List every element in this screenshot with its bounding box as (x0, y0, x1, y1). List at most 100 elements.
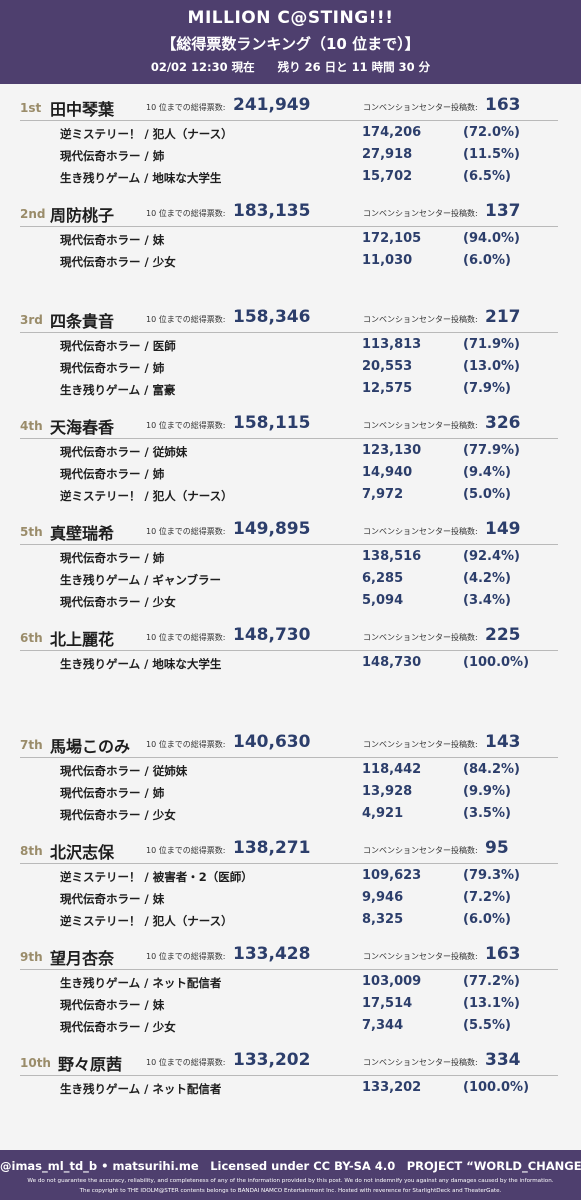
role-votes: 12,575 (362, 381, 413, 396)
role-row: 現代伝奇ホラー / 姉 138,516 (92.4%) (0, 546, 581, 568)
total-votes-label: 10 位までの総得票数: (146, 952, 226, 961)
idol-name: 望月杏奈 (50, 949, 115, 968)
convention-value: 163 (485, 944, 521, 964)
role-name: 現代伝奇ホラー / 姉 (60, 467, 165, 481)
convention-label: コンベンションセンター投稿数: (363, 952, 478, 961)
total-votes-value: 138,271 (233, 838, 311, 858)
entry-header: 5th 真壁瑞希 10 位までの総得票数: 149,895 コンベンションセンター投稿数… (0, 519, 581, 544)
role-percent: (6.0%) (463, 253, 511, 268)
page-subtitle: 【総得票数ランキング（10 位まで）】 (161, 35, 420, 53)
convention-label: コンベンションセンター投稿数: (363, 633, 478, 642)
entry-header: 2nd 周防桃子 10 位までの総得票数: 183,135 コンベンションセンター投稿数… (0, 201, 581, 226)
role-percent: (3.4%) (463, 593, 511, 608)
role-name: 生き残りゲーム / ネット配信者 (60, 976, 222, 990)
role-percent: (6.0%) (463, 912, 511, 927)
role-votes: 15,702 (362, 169, 413, 184)
role-name: 現代伝奇ホラー / 医師 (60, 339, 176, 353)
total-votes-value: 133,428 (233, 944, 311, 964)
convention-label: コンベンションセンター投稿数: (363, 103, 478, 112)
total-votes-value: 183,135 (233, 201, 311, 221)
convention-value: 163 (485, 95, 521, 115)
divider (20, 969, 558, 970)
rank-label: 8th (20, 844, 43, 858)
idol-name: 天海春香 (50, 418, 115, 437)
role-votes: 172,105 (362, 231, 422, 246)
role-percent: (79.3%) (463, 868, 520, 883)
entry-header: 9th 望月杏奈 10 位までの総得票数: 133,428 コンベンションセンター投稿数… (0, 944, 581, 969)
role-percent: (13.1%) (463, 996, 520, 1011)
role-row: 生き残りゲーム / ギャンブラー 6,285 (4.2%) (0, 568, 581, 590)
role-votes: 7,344 (362, 1018, 404, 1033)
role-row: 現代伝奇ホラー / 姉 14,940 (9.4%) (0, 462, 581, 484)
total-votes-value: 148,730 (233, 625, 311, 645)
total-votes-label: 10 位までの総得票数: (146, 1058, 226, 1067)
idol-name: 北上麗花 (50, 630, 115, 649)
role-row: 現代伝奇ホラー / 従姉妹 118,442 (84.2%) (0, 759, 581, 781)
entry-header: 4th 天海春香 10 位までの総得票数: 158,115 コンベンションセンター投稿数… (0, 413, 581, 438)
divider (20, 1075, 558, 1076)
rank-label: 10th (20, 1056, 51, 1070)
footer-banner: @imas_ml_td_b • matsurihi.me Licensed un… (0, 1150, 581, 1200)
role-row: 現代伝奇ホラー / 妹 9,946 (7.2%) (0, 887, 581, 909)
role-row: 生き残りゲーム / 富豪 12,575 (7.9%) (0, 378, 581, 400)
role-percent: (100.0%) (463, 1080, 530, 1095)
convention-value: 143 (485, 732, 521, 752)
divider (20, 757, 558, 758)
entry-header: 10th 野々原茜 10 位までの総得票数: 133,202 コンベンションセンター投稿… (0, 1050, 581, 1075)
rank-label: 1st (20, 101, 42, 115)
convention-value: 137 (485, 201, 521, 221)
role-percent: (92.4%) (463, 549, 520, 564)
role-votes: 118,442 (362, 762, 422, 777)
role-row: 逆ミステリー！ / 犯人（ナース） 7,972 (5.0%) (0, 484, 581, 506)
role-name: 生き残りゲーム / 地味な大学生 (60, 657, 222, 671)
convention-value: 326 (485, 413, 521, 433)
page-title: MILLION C@STING!!! (187, 8, 394, 28)
total-votes-value: 133,202 (233, 1050, 311, 1070)
total-votes-value: 241,949 (233, 95, 311, 115)
role-percent: (9.9%) (463, 784, 511, 799)
role-row: 現代伝奇ホラー / 姉 20,553 (13.0%) (0, 356, 581, 378)
role-votes: 9,946 (362, 890, 404, 905)
role-percent: (13.0%) (463, 359, 520, 374)
role-name: 現代伝奇ホラー / 妹 (60, 233, 165, 247)
role-votes: 174,206 (362, 125, 422, 140)
divider (20, 650, 558, 651)
idol-name: 野々原茜 (58, 1055, 123, 1074)
role-percent: (77.2%) (463, 974, 520, 989)
role-percent: (100.0%) (463, 655, 530, 670)
role-name: 現代伝奇ホラー / 姉 (60, 786, 165, 800)
rank-label: 3rd (20, 313, 43, 327)
idol-name: 周防桃子 (50, 206, 115, 225)
footer-copyright: The copyright to THE IDOLM@STER contents… (79, 1188, 502, 1194)
role-row: 現代伝奇ホラー / 姉 27,918 (11.5%) (0, 144, 581, 166)
role-name: 現代伝奇ホラー / 姉 (60, 361, 165, 375)
total-votes-label: 10 位までの総得票数: (146, 209, 226, 218)
role-name: 現代伝奇ホラー / 妹 (60, 892, 165, 906)
entry-header: 8th 北沢志保 10 位までの総得票数: 138,271 コンベンションセンター投稿数… (0, 838, 581, 863)
role-row: 現代伝奇ホラー / 妹 17,514 (13.1%) (0, 993, 581, 1015)
role-votes: 113,813 (362, 337, 422, 352)
role-row: 逆ミステリー！ / 被害者・2（医師） 109,623 (79.3%) (0, 865, 581, 887)
convention-value: 225 (485, 625, 521, 645)
role-votes: 17,514 (362, 996, 413, 1011)
role-votes: 11,030 (362, 253, 413, 268)
convention-value: 95 (485, 838, 509, 858)
role-percent: (7.2%) (463, 890, 511, 905)
role-votes: 8,325 (362, 912, 404, 927)
idol-name: 真壁瑞希 (50, 524, 115, 543)
role-percent: (71.9%) (463, 337, 520, 352)
role-votes: 27,918 (362, 147, 413, 162)
total-votes-label: 10 位までの総得票数: (146, 740, 226, 749)
role-percent: (11.5%) (463, 147, 520, 162)
convention-label: コンベンションセンター投稿数: (363, 740, 478, 749)
total-votes-value: 140,630 (233, 732, 311, 752)
role-percent: (5.0%) (463, 487, 511, 502)
role-name: 現代伝奇ホラー / 少女 (60, 1020, 176, 1034)
footer-disclaimer: We do not guarantee the accuracy, reliab… (27, 1178, 554, 1184)
role-percent: (9.4%) (463, 465, 511, 480)
role-percent: (7.9%) (463, 381, 511, 396)
role-percent: (72.0%) (463, 125, 520, 140)
role-percent: (6.5%) (463, 169, 511, 184)
convention-label: コンベンションセンター投稿数: (363, 315, 478, 324)
role-name: 現代伝奇ホラー / 少女 (60, 255, 176, 269)
